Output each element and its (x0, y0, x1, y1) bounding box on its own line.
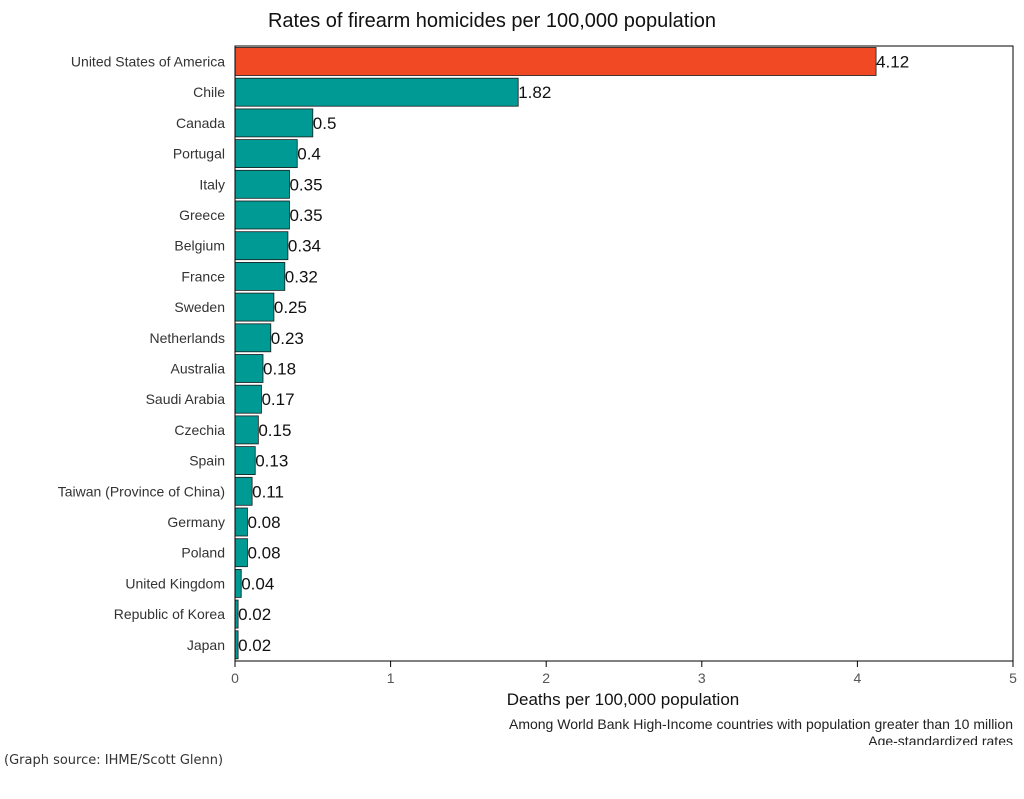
category-label: Italy (199, 176, 225, 192)
value-label: 0.25 (274, 298, 307, 317)
category-labels: United States of America Chile Canada Portu… (58, 54, 226, 653)
bar (234, 476, 253, 506)
value-label: 1.82 (518, 83, 551, 102)
bar (234, 538, 248, 568)
bar (234, 446, 256, 476)
value-label: 0.17 (261, 390, 294, 409)
note-line-1: Among World Bank High-Income countries w… (509, 716, 1013, 732)
value-label: 0.34 (288, 237, 321, 256)
bar (234, 231, 289, 261)
bars-group (234, 47, 877, 660)
category-label: Taiwan (Province of China) (58, 483, 225, 499)
category-label: Canada (176, 115, 225, 131)
value-label: 0.08 (247, 544, 280, 563)
category-label: Spain (189, 453, 225, 469)
value-label: 0.15 (258, 421, 291, 440)
category-label: Portugal (173, 146, 225, 162)
bar (234, 47, 877, 76)
category-label: Netherlands (150, 330, 226, 346)
note-line-2: Age-standardized rates (868, 733, 1013, 745)
value-label: 0.04 (241, 574, 274, 593)
value-label: 0.02 (238, 605, 271, 624)
category-label: France (181, 268, 225, 284)
x-tick-label: 2 (542, 670, 550, 686)
category-label: Saudi Arabia (146, 391, 226, 407)
x-tick-label: 1 (387, 670, 395, 686)
category-label: United States of America (71, 54, 225, 70)
category-label: Belgium (174, 238, 225, 254)
bar (234, 108, 314, 138)
plot-frame (234, 45, 1014, 662)
value-label: 4.12 (876, 53, 909, 72)
x-tick-label: 0 (231, 670, 239, 686)
bar (234, 77, 519, 107)
bar (234, 415, 259, 445)
bar (234, 200, 290, 230)
category-label: Republic of Korea (114, 606, 226, 622)
bar (234, 507, 248, 537)
x-tick-label: 5 (1009, 670, 1017, 686)
value-label: 0.11 (252, 482, 284, 501)
value-label: 0.23 (271, 329, 304, 348)
bar (234, 384, 262, 414)
value-label: 0.5 (313, 114, 337, 133)
value-label: 0.32 (285, 267, 318, 286)
value-label: 0.18 (263, 360, 296, 379)
bar (234, 292, 275, 322)
value-label: 0.35 (289, 175, 322, 194)
bar (234, 261, 286, 291)
x-tick-label: 3 (698, 670, 706, 686)
category-label: Sweden (174, 299, 225, 315)
value-labels: 4.12 1.82 0.5 0.4 0.35 0.35 0.34 0.32 0.25 0.23 0.… (238, 53, 909, 655)
category-label: United Kingdom (125, 575, 225, 591)
bar-chart: Rates of firearm homicides per 100,000 p… (58, 10, 1017, 745)
value-label: 0.35 (289, 206, 322, 225)
bar (234, 169, 290, 199)
category-label: Germany (167, 514, 225, 530)
category-label: Greece (179, 207, 225, 223)
category-label: Chile (193, 84, 225, 100)
x-axis-label: Deaths per 100,000 population (507, 690, 740, 709)
value-label: 0.4 (297, 145, 321, 164)
chart-title: Rates of firearm homicides per 100,000 p… (268, 10, 716, 32)
category-label: Australia (171, 361, 226, 377)
value-label: 0.13 (255, 452, 288, 471)
category-label: Poland (181, 545, 225, 561)
category-label: Czechia (174, 422, 225, 438)
category-label: Japan (187, 637, 225, 653)
value-label: 0.08 (247, 513, 280, 532)
bar (234, 323, 272, 353)
value-label: 0.02 (238, 636, 271, 655)
graph-source: (Graph source: IHME/Scott Glenn) (4, 753, 224, 768)
x-tick-label: 4 (854, 670, 862, 686)
bar (234, 354, 264, 383)
bar (234, 139, 298, 169)
x-axis-ticks: 0 1 2 3 4 5 (231, 661, 1017, 686)
